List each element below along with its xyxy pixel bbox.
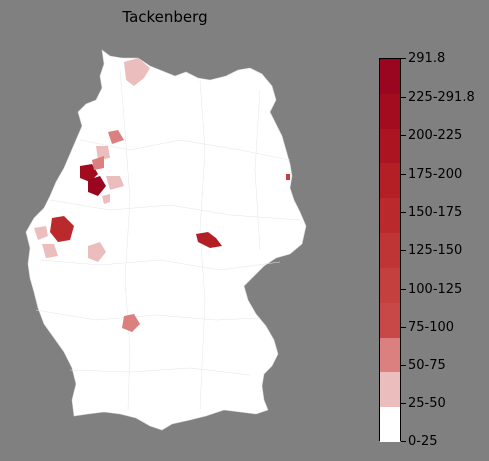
region-w6 bbox=[102, 194, 110, 204]
region-hesse bbox=[88, 242, 106, 262]
colorbar-tick bbox=[401, 289, 406, 290]
region-rhine3 bbox=[42, 244, 58, 258]
colorbar-segment bbox=[380, 337, 400, 373]
colorbar-segment bbox=[380, 163, 400, 199]
colorbar-segment bbox=[380, 407, 400, 442]
colorbar-segment bbox=[380, 302, 400, 338]
colorbar-tick bbox=[401, 403, 406, 404]
colorbar-tick-label: 0-25 bbox=[408, 434, 438, 449]
region-east bbox=[196, 232, 222, 248]
colorbar-tick bbox=[401, 174, 406, 175]
colorbar-tick bbox=[401, 212, 406, 213]
colorbar-tick bbox=[401, 97, 406, 98]
region-w1 bbox=[96, 146, 110, 160]
colorbar-tick bbox=[401, 441, 406, 442]
colorbar-tick-label: 75-100 bbox=[408, 320, 455, 335]
colorbar-segment bbox=[380, 267, 400, 303]
colorbar-segment bbox=[380, 59, 400, 94]
colorbar-tick-label: 50-75 bbox=[408, 358, 446, 373]
colorbar-segment bbox=[380, 93, 400, 129]
colorbar-segment bbox=[380, 372, 400, 408]
colorbar-tick bbox=[401, 365, 406, 366]
colorbar-tick-label: 125-150 bbox=[408, 243, 463, 258]
colorbar-segment bbox=[380, 233, 400, 268]
germany-land bbox=[25, 49, 307, 431]
colorbar-tick-label: 175-200 bbox=[408, 167, 463, 182]
region-ne bbox=[286, 174, 290, 180]
region-south bbox=[122, 314, 140, 332]
region-rhine1 bbox=[50, 216, 74, 242]
colorbar-tick-label: 291.8 bbox=[408, 51, 446, 66]
region-w4 bbox=[92, 156, 104, 170]
colorbar-tick bbox=[401, 135, 406, 136]
colorbar-segment bbox=[380, 128, 400, 164]
colorbar-tick bbox=[401, 250, 406, 251]
region-w3 bbox=[88, 176, 106, 196]
region-w2 bbox=[80, 164, 98, 182]
region-nw bbox=[108, 130, 124, 144]
map-title: Tackenberg bbox=[122, 8, 208, 26]
colorbar-tick-label: 100-125 bbox=[408, 282, 463, 297]
region-w5 bbox=[106, 176, 124, 190]
region-north bbox=[124, 58, 150, 86]
district-borders bbox=[35, 69, 301, 411]
colorbar-tick bbox=[401, 58, 406, 59]
colorbar-tick-label: 225-291.8 bbox=[408, 90, 475, 105]
colorbar-tick-label: 200-225 bbox=[408, 128, 463, 143]
colorbar-segment bbox=[380, 198, 400, 234]
colorbar bbox=[379, 58, 401, 442]
colorbar-tick-label: 150-175 bbox=[408, 205, 463, 220]
colorbar-tick-label: 25-50 bbox=[408, 396, 446, 411]
colorbar-tick bbox=[401, 327, 406, 328]
region-rhine2 bbox=[34, 226, 48, 240]
